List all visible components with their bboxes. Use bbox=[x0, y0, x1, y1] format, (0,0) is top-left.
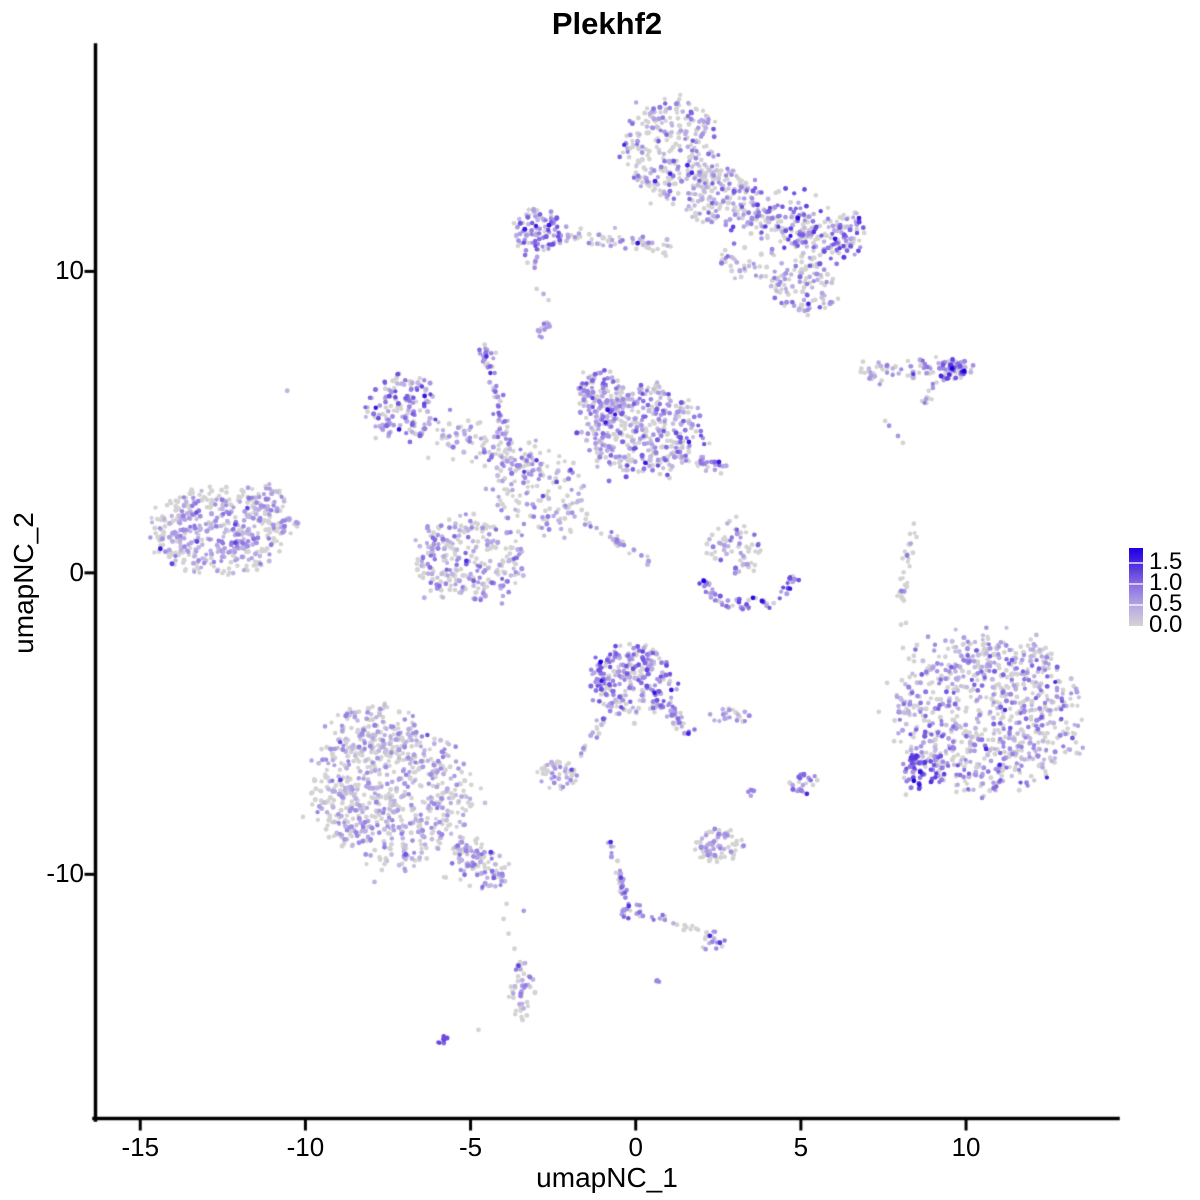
legend-label-0.5: 0.5 bbox=[1149, 589, 1183, 617]
x-tick-label-5: 5 bbox=[793, 1132, 809, 1162]
legend-label-1.5: 1.5 bbox=[1149, 547, 1183, 575]
legend-tick-mark bbox=[1129, 603, 1143, 606]
legend-colorbar bbox=[1129, 548, 1143, 626]
x-tick-label-0: 0 bbox=[628, 1132, 643, 1162]
y-tick-label--10: -10 bbox=[46, 858, 84, 889]
y-tick-label-0: 0 bbox=[69, 556, 84, 587]
legend-tick-mark bbox=[1129, 561, 1143, 564]
legend-label-1.0: 1.0 bbox=[1149, 568, 1183, 596]
legend-tick-mark bbox=[1129, 582, 1143, 585]
x-tick-label--15: -15 bbox=[121, 1132, 160, 1162]
x-tick-label-10: 10 bbox=[951, 1132, 981, 1162]
x-tick-label--5: -5 bbox=[459, 1132, 483, 1162]
y-tick-label-10: 10 bbox=[55, 255, 84, 286]
legend-label-0.0: 0.0 bbox=[1149, 611, 1183, 638]
x-tick-label--10: -10 bbox=[286, 1132, 325, 1162]
plot-title: Plekhf2 bbox=[551, 6, 663, 41]
x-axis-label: umapNC_1 bbox=[536, 1162, 678, 1193]
